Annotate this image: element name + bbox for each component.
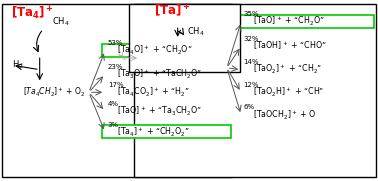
FancyBboxPatch shape xyxy=(134,4,376,177)
Text: 14%: 14% xyxy=(243,59,259,65)
Text: $\bf{[Ta_4]^+}$: $\bf{[Ta_4]^+}$ xyxy=(11,4,54,22)
Text: 35%: 35% xyxy=(243,11,259,17)
Text: 53%: 53% xyxy=(108,40,123,46)
FancyBboxPatch shape xyxy=(2,4,232,177)
Text: [Ta$_3$O]$^+$ + “TaCH$_2$O”: [Ta$_3$O]$^+$ + “TaCH$_2$O” xyxy=(117,68,202,81)
Text: 17%: 17% xyxy=(108,82,123,88)
Text: [TaO]$^+$ + “CH$_2$O”: [TaO]$^+$ + “CH$_2$O” xyxy=(253,15,324,28)
Text: [Ta$_4$]$^+$ + “CH$_2$O$_2$”: [Ta$_4$]$^+$ + “CH$_2$O$_2$” xyxy=(117,126,190,139)
Text: [TaO]$^+$ + “Ta$_3$CH$_2$O”: [TaO]$^+$ + “Ta$_3$CH$_2$O” xyxy=(117,105,202,118)
Text: 12%: 12% xyxy=(243,82,259,88)
Text: [Ta$_4$O]$^+$ + “CH$_2$O”: [Ta$_4$O]$^+$ + “CH$_2$O” xyxy=(117,44,193,57)
FancyBboxPatch shape xyxy=(129,4,240,72)
Text: [TaOCH$_2$]$^+$ + O: [TaOCH$_2$]$^+$ + O xyxy=(253,108,316,121)
Text: 3%: 3% xyxy=(108,122,119,128)
Text: 32%: 32% xyxy=(243,36,259,42)
Text: [TaO$_2$]$^+$ + “CH$_2$”: [TaO$_2$]$^+$ + “CH$_2$” xyxy=(253,63,322,76)
Text: [Ta$_4$CO$_2$]$^+$ + “H$_2$”: [Ta$_4$CO$_2$]$^+$ + “H$_2$” xyxy=(117,86,190,99)
FancyBboxPatch shape xyxy=(238,15,374,28)
Text: $\bf{[Ta]^+}$: $\bf{[Ta]^+}$ xyxy=(154,3,190,19)
Text: $[Ta_4CH_2]^+$ + O$_2$: $[Ta_4CH_2]^+$ + O$_2$ xyxy=(23,86,85,99)
Text: [TaO$_2$H]$^+$ + “CH”: [TaO$_2$H]$^+$ + “CH” xyxy=(253,86,324,99)
FancyBboxPatch shape xyxy=(102,44,231,57)
Text: 23%: 23% xyxy=(108,64,123,70)
Text: CH$_4$: CH$_4$ xyxy=(52,16,70,28)
Text: H$_2$: H$_2$ xyxy=(117,51,128,63)
Text: 6%: 6% xyxy=(243,104,254,110)
Text: [TaOH]$^+$ + “CHO”: [TaOH]$^+$ + “CHO” xyxy=(253,40,326,52)
Text: 4%: 4% xyxy=(108,101,119,107)
Text: CH$_4$: CH$_4$ xyxy=(187,26,205,38)
Text: H$_2$: H$_2$ xyxy=(12,59,24,71)
FancyBboxPatch shape xyxy=(102,125,231,138)
